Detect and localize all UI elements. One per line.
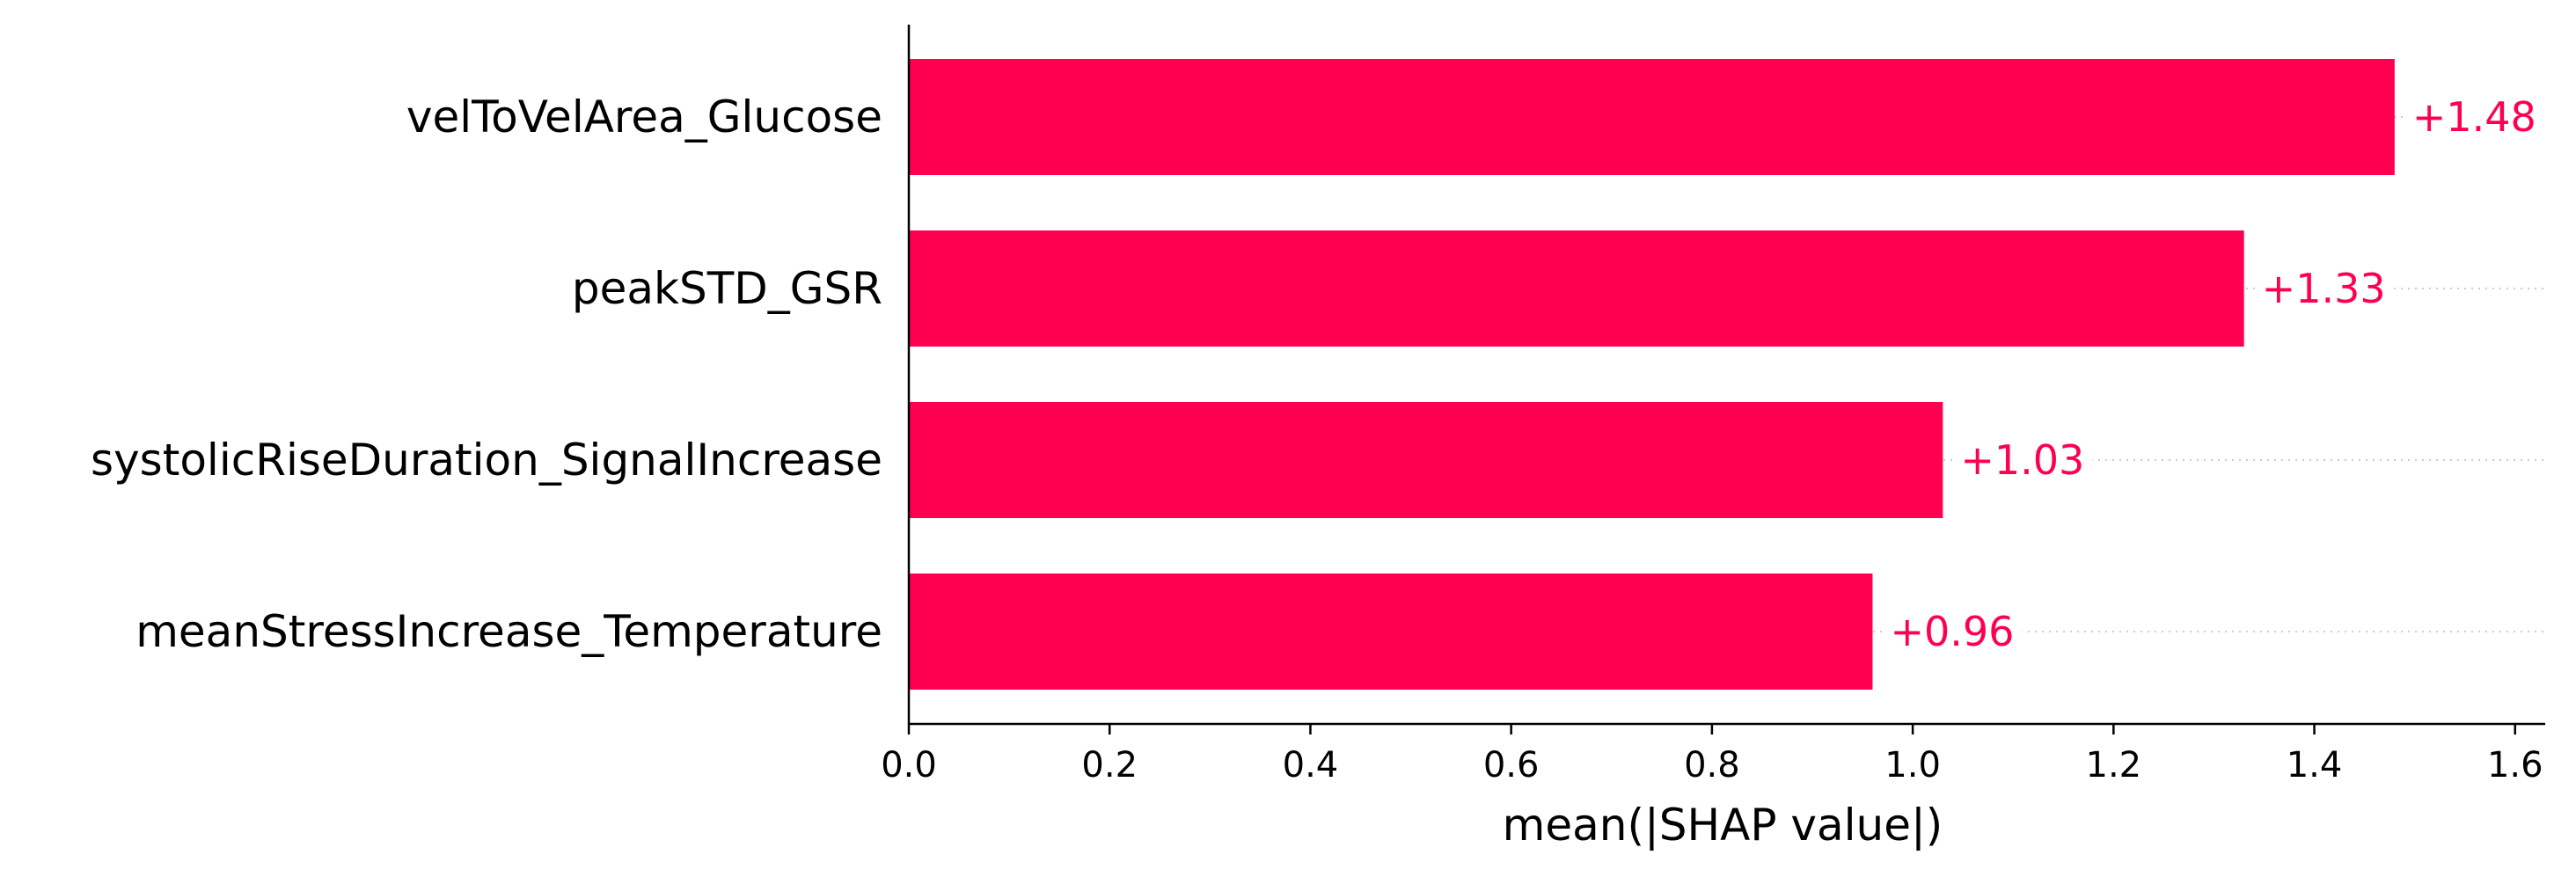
bar bbox=[909, 574, 1873, 690]
data-label: +0.96 bbox=[1890, 608, 2014, 655]
bar bbox=[909, 59, 2395, 175]
data-label-background bbox=[1885, 607, 2023, 656]
x-tick-label: 0.8 bbox=[1684, 745, 1740, 786]
x-tick-label: 0.0 bbox=[881, 745, 937, 786]
category-label: peakSTD_GSR bbox=[572, 263, 882, 314]
data-labels: +1.48 +1.33 +1.03 +0.96 bbox=[1885, 92, 2544, 656]
data-label-background bbox=[1956, 435, 2093, 485]
category-label: systolicRiseDuration_SignalIncrease bbox=[91, 435, 882, 486]
category-labels: velToVelArea_Glucose peakSTD_GSR systolicR… bbox=[91, 91, 882, 657]
x-tick-label: 0.6 bbox=[1483, 745, 1540, 786]
bar bbox=[909, 402, 1943, 518]
data-label-background bbox=[2257, 264, 2394, 313]
x-axis-title: mean(|SHAP value|) bbox=[1503, 800, 1943, 851]
x-tick-label: 1.0 bbox=[1884, 745, 1941, 786]
bar bbox=[909, 230, 2244, 347]
x-tick-label: 1.6 bbox=[2487, 745, 2543, 786]
x-tick-label: 1.4 bbox=[2287, 745, 2343, 786]
x-tick-label: 1.2 bbox=[2086, 745, 2142, 786]
data-label-background bbox=[2407, 92, 2544, 142]
x-ticks: 0.0 0.2 0.4 0.6 0.8 1.0 1.2 1.4 1.6 bbox=[881, 724, 2543, 786]
guide-lines bbox=[909, 116, 2545, 632]
axes bbox=[907, 25, 2545, 726]
bars bbox=[909, 59, 2395, 690]
category-label: velToVelArea_Glucose bbox=[406, 91, 882, 143]
data-label: +1.48 bbox=[2412, 93, 2536, 141]
data-label: +1.03 bbox=[1960, 436, 2084, 484]
data-label: +1.33 bbox=[2262, 265, 2386, 312]
category-label: meanStressIncrease_Temperature bbox=[135, 606, 882, 657]
x-tick-label: 0.4 bbox=[1283, 745, 1339, 786]
x-tick-label: 0.2 bbox=[1081, 745, 1138, 786]
